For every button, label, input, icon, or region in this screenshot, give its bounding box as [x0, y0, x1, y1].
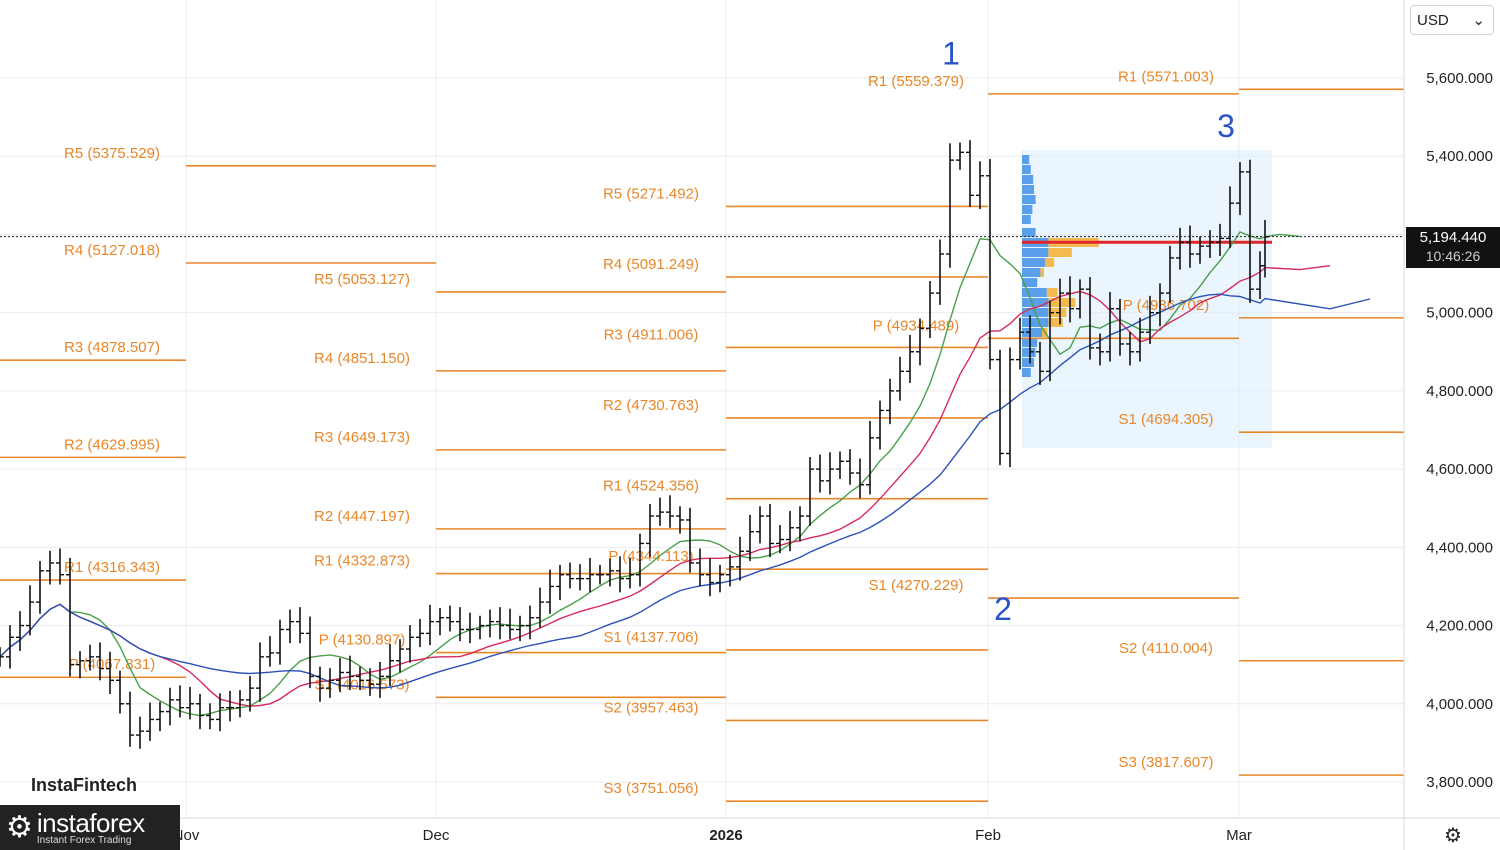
x-tick-label: 2026 — [709, 827, 742, 844]
vp-bar-buy — [1022, 195, 1036, 204]
pivot-label: R5 (5053.127) — [314, 271, 410, 288]
bar-countdown: 10:46:26 — [1425, 248, 1481, 264]
vp-bar-buy — [1022, 165, 1031, 174]
ma-slow-line — [0, 293, 1371, 689]
vp-bar-buy — [1022, 348, 1036, 357]
pivot-label: R5 (5271.492) — [603, 185, 699, 202]
pivot-label: R1 (4332.873) — [314, 553, 410, 570]
wave-label-2: 2 — [994, 591, 1012, 627]
vp-bar-sell — [1048, 318, 1063, 327]
wave-label-1: 1 — [942, 36, 960, 72]
watermark-instafintech: InstaFintech — [31, 775, 138, 795]
chevron-down-icon: ⌄ — [1472, 12, 1485, 29]
pivot-label: R1 (5571.003) — [1118, 68, 1214, 85]
pivot-label: S2 (3957.463) — [603, 699, 698, 716]
pivot-label: S1 (4270.229) — [868, 577, 963, 594]
y-tick-label: 4,400.000 — [1426, 539, 1493, 556]
currency-label: USD — [1417, 11, 1449, 29]
vp-bar-buy — [1022, 228, 1036, 237]
vp-bar-buy — [1022, 258, 1046, 267]
vp-bar-sell — [1040, 268, 1044, 277]
chart-grid — [0, 0, 1404, 818]
vp-bar-buy — [1022, 155, 1030, 164]
y-tick-label: 5,400.000 — [1426, 148, 1493, 165]
vp-bar-buy — [1022, 268, 1041, 277]
pivot-label: S1 (4016.573) — [314, 676, 409, 693]
pivot-label: R4 (4851.150) — [314, 350, 410, 367]
pivot-label: R5 (5375.529) — [64, 145, 160, 162]
vp-bar-sell — [1045, 258, 1055, 267]
volume-profile — [1022, 150, 1272, 448]
pivot-label: P (4934.489) — [873, 317, 959, 334]
vp-bar-buy — [1022, 185, 1034, 194]
pivot-label: R3 (4911.006) — [604, 326, 699, 343]
pivot-label: R3 (4649.173) — [314, 429, 410, 446]
pivot-label: R1 (5559.379) — [868, 73, 964, 90]
y-tick-label: 5,000.000 — [1426, 305, 1493, 322]
ohlc-bars — [0, 140, 1269, 749]
vp-bar-buy — [1022, 175, 1034, 184]
pivot-label: R4 (5127.018) — [64, 242, 160, 259]
pivot-label: R3 (4878.507) — [64, 339, 160, 356]
y-tick-label: 5,600.000 — [1426, 70, 1493, 87]
pivot-levels: R1 (4316.343) P (4067.831) R2 (4629.995) R3… — [0, 68, 1404, 802]
vp-bar-buy — [1022, 288, 1047, 297]
vp-bar-buy — [1022, 358, 1034, 367]
y-tick-label: 4,600.000 — [1426, 461, 1493, 478]
pivot-label: R4 (5091.249) — [603, 256, 699, 273]
pivot-label: S2 (4110.004) — [1119, 640, 1213, 657]
moving-averages — [0, 231, 1371, 717]
y-tick-label: 4,200.000 — [1426, 618, 1493, 635]
vp-bar-buy — [1022, 278, 1038, 287]
pivot-label: R2 (4447.197) — [314, 508, 410, 525]
vp-bar-buy — [1022, 248, 1049, 257]
pivot-label: S3 (3817.607) — [1118, 754, 1213, 771]
vp-bar-sell — [1048, 298, 1076, 307]
vp-bar-buy — [1022, 328, 1042, 337]
brand-name: instaforex — [36, 807, 145, 838]
vp-bar-sell — [1046, 288, 1058, 297]
pivot-label: S1 (4694.305) — [1118, 411, 1213, 428]
vp-bar-buy — [1022, 205, 1033, 214]
annotations: 1 2 3 — [0, 36, 1404, 627]
x-tick-label: Mar — [1226, 827, 1252, 844]
wave-label-3: 3 — [1217, 108, 1235, 144]
vp-bar-buy — [1022, 298, 1049, 307]
pivot-label: R1 (4316.343) — [64, 559, 160, 576]
ma-fast-line — [0, 231, 1301, 717]
y-tick-label: 4,800.000 — [1426, 383, 1493, 400]
vp-bar-buy — [1022, 318, 1049, 327]
y-tick-label: 3,800.000 — [1426, 774, 1493, 791]
last-price-value: 5,194.440 — [1419, 229, 1487, 246]
pivot-label: R1 (4524.356) — [603, 478, 699, 495]
x-tick-label: Dec — [423, 827, 450, 844]
vp-bar-buy — [1022, 215, 1031, 224]
currency-selector[interactable]: USD ⌄ — [1410, 5, 1494, 35]
pivot-label: P (4986.702) — [1123, 297, 1209, 314]
vp-bar-sell — [1048, 248, 1072, 257]
y-tick-label: 4,000.000 — [1426, 696, 1493, 713]
pivot-label: S1 (4137.706) — [603, 629, 698, 646]
last-price-label: 5,194.440 10:46:26 — [1406, 227, 1500, 268]
brand-tagline: Instant Forex Trading — [36, 834, 132, 846]
x-tick-label: Feb — [975, 827, 1001, 844]
pivot-label: S3 (3751.056) — [603, 780, 698, 797]
pivot-label: R2 (4730.763) — [603, 397, 699, 414]
brand-gear-icon: ⚙ — [6, 811, 33, 844]
instaforex-logo: ⚙ instaforex Instant Forex Trading — [0, 805, 180, 850]
pivot-label: P (4130.897) — [319, 632, 405, 649]
ma-mid-line — [0, 265, 1331, 707]
pivot-label: R2 (4629.995) — [64, 436, 160, 453]
pivot-label: P (4067.831) — [69, 656, 155, 673]
settings-icon[interactable]: ⚙ — [1444, 825, 1462, 847]
vp-bar-buy — [1022, 368, 1031, 377]
